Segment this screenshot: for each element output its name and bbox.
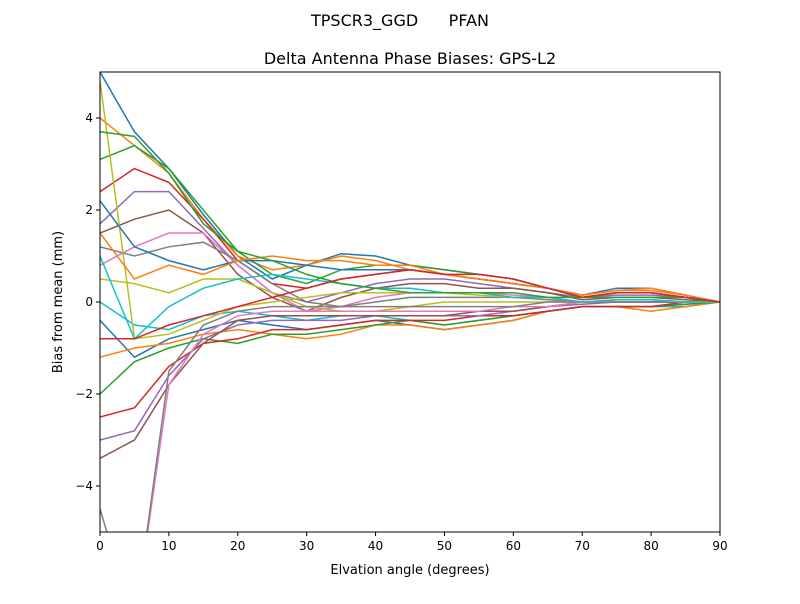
y-tick-label: −2 (75, 387, 93, 401)
x-tick-label: 30 (299, 539, 314, 553)
series-line (100, 190, 720, 303)
x-tick-label: 50 (437, 539, 452, 553)
y-tick-label: 4 (85, 111, 93, 125)
series-line (100, 301, 720, 532)
series-line (100, 131, 720, 303)
x-tick-label: 0 (96, 539, 104, 553)
y-axis-label: Bias from mean (mm) (51, 231, 66, 373)
series-line (100, 209, 720, 313)
x-axis: 0 10 20 30 40 50 60 70 80 90 (96, 532, 728, 553)
x-tick-label: 70 (575, 539, 590, 553)
series-group (100, 72, 720, 532)
x-tick-label: 10 (161, 539, 176, 553)
series-line (100, 255, 720, 341)
y-tick-label: 2 (85, 203, 93, 217)
x-tick-label: 90 (712, 539, 727, 553)
x-tick-label: 80 (643, 539, 658, 553)
series-line (100, 232, 720, 303)
x-tick-label: 40 (368, 539, 383, 553)
series-line (146, 301, 720, 532)
x-axis-label: Elvation angle (degrees) (330, 563, 489, 578)
series-line (100, 301, 720, 441)
series-line (100, 269, 720, 340)
series-line (100, 167, 720, 303)
series-line (100, 200, 720, 303)
y-axis: −4 −2 0 2 4 (75, 111, 100, 493)
y-tick-label: −4 (75, 479, 93, 493)
series-line (100, 117, 720, 303)
chart-title: Delta Antenna Phase Biases: GPS-L2 (264, 49, 556, 68)
figure-suptitle: TPSCR3_GGD PFAN (310, 11, 489, 31)
x-tick-label: 60 (506, 539, 521, 553)
y-tick-label: 0 (85, 295, 93, 309)
x-tick-label: 20 (230, 539, 245, 553)
